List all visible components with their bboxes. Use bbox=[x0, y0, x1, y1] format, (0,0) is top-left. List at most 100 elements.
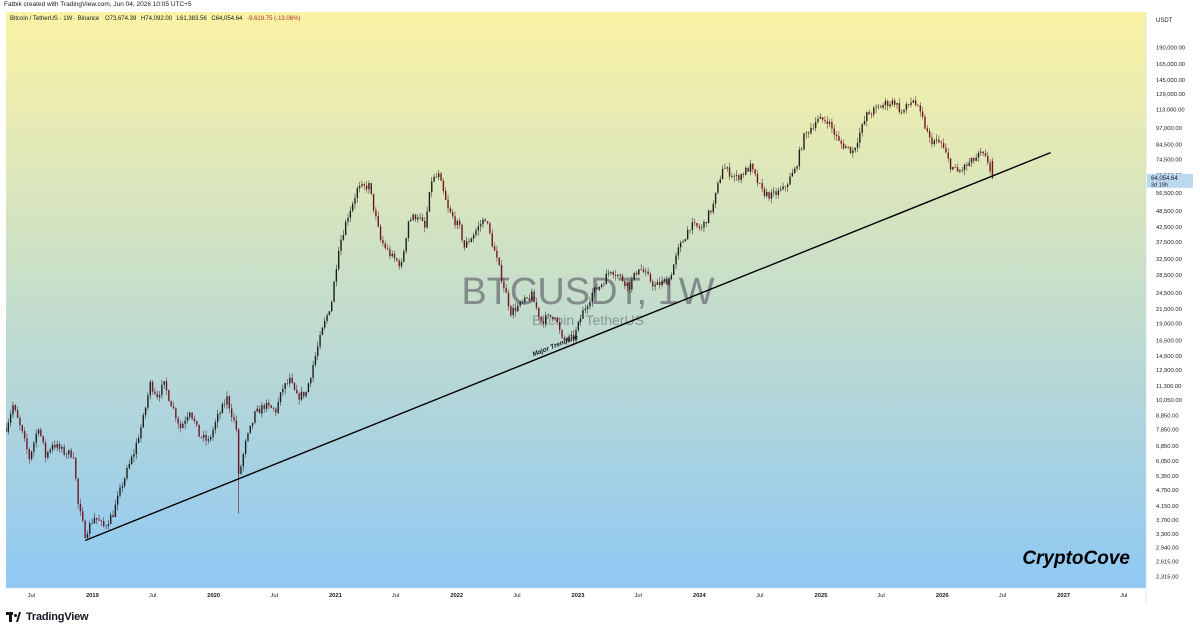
price-tick-label: 28,500.00 bbox=[1156, 273, 1182, 279]
time-tick-label: Jul bbox=[756, 593, 763, 599]
price-tick-label: 4,150.00 bbox=[1156, 504, 1179, 510]
author-signature: CryptoCove bbox=[1022, 548, 1130, 569]
candle[interactable] bbox=[75, 457, 76, 481]
time-tick-label: 2026 bbox=[936, 593, 950, 599]
candle[interactable] bbox=[84, 519, 85, 538]
price-tick-label: 24,500.00 bbox=[1156, 291, 1182, 297]
time-tick-label: Jul bbox=[1120, 593, 1127, 599]
price-tick-label: 6,050.00 bbox=[1156, 459, 1179, 465]
price-tick-label: 48,500.00 bbox=[1156, 209, 1182, 215]
candle[interactable] bbox=[489, 222, 490, 235]
footer-bar: TradingView bbox=[0, 604, 1200, 629]
legend-change: -9,619.75 (-13.06%) bbox=[247, 16, 300, 22]
time-tick-label: 2023 bbox=[572, 593, 586, 599]
price-tick-label: 37,500.00 bbox=[1156, 240, 1182, 246]
legend-close: C64,054.64 bbox=[211, 16, 243, 22]
price-tick-label: 42,500.00 bbox=[1156, 225, 1182, 231]
candle[interactable] bbox=[461, 224, 462, 243]
time-tick-label: 2019 bbox=[86, 593, 100, 599]
time-tick-label: Jul bbox=[634, 593, 641, 599]
candle[interactable] bbox=[254, 410, 255, 423]
tradingview-logo-icon bbox=[6, 611, 22, 623]
price-tick-label: 2,615.00 bbox=[1156, 560, 1179, 566]
price-tick-label: 8,850.00 bbox=[1156, 413, 1179, 419]
watermark-name: Bitcoin / TetherUS bbox=[532, 312, 644, 328]
candle[interactable] bbox=[708, 209, 709, 223]
candle[interactable] bbox=[429, 192, 430, 212]
price-tick-label: 19,000.00 bbox=[1156, 322, 1182, 328]
price-tick-label: 3,700.00 bbox=[1156, 518, 1179, 524]
price-tick-label: 14,500.00 bbox=[1156, 354, 1182, 360]
ohlc-legend: Bitcoin / TetherUS · 1W · Binance O73,67… bbox=[10, 16, 300, 22]
price-tick-label: 84,500.00 bbox=[1156, 143, 1182, 149]
legend-symbol: Bitcoin / TetherUS · 1W · Binance bbox=[10, 16, 100, 22]
price-tick-label: 32,500.00 bbox=[1156, 257, 1182, 263]
currency-unit: USDT bbox=[1156, 18, 1173, 24]
candle[interactable] bbox=[168, 389, 169, 401]
candle[interactable] bbox=[799, 147, 800, 170]
candle[interactable] bbox=[250, 426, 251, 434]
candle[interactable] bbox=[331, 300, 332, 312]
time-tick-label: 2024 bbox=[693, 593, 707, 599]
price-tick-label: 12,900.00 bbox=[1156, 368, 1182, 374]
candle[interactable] bbox=[673, 264, 674, 275]
time-tick-label: 2022 bbox=[450, 593, 463, 599]
tradingview-wordmark: TradingView bbox=[26, 611, 88, 623]
price-tick-label: 145,000.00 bbox=[1156, 78, 1185, 84]
last-price-tag: 64,054.64 3d 19h bbox=[1147, 174, 1193, 189]
candle[interactable] bbox=[803, 133, 804, 151]
candle[interactable] bbox=[198, 425, 199, 437]
time-tick-label: 2025 bbox=[815, 593, 829, 599]
chart-area[interactable]: BTCUSDT, 1W Bitcoin / TetherUS Major Tre… bbox=[6, 12, 1194, 604]
attribution-text: Fatbik created with TradingView.com, Jun… bbox=[4, 1, 192, 8]
last-price-value: 64,054.64 bbox=[1151, 176, 1178, 182]
price-tick-label: 165,000.00 bbox=[1156, 62, 1185, 68]
candle[interactable] bbox=[345, 219, 346, 235]
candle[interactable] bbox=[329, 311, 330, 316]
time-tick-label: Jul bbox=[513, 593, 520, 599]
legend-open: O73,674.39 bbox=[105, 16, 137, 22]
price-tick-label: 7,850.00 bbox=[1156, 428, 1179, 434]
candle[interactable] bbox=[333, 281, 334, 302]
price-tick-label: 10,050.00 bbox=[1156, 398, 1182, 404]
candle[interactable] bbox=[638, 269, 639, 275]
price-tick-label: 11,300.00 bbox=[1156, 384, 1181, 390]
candle[interactable] bbox=[170, 401, 171, 407]
price-tick-label: 16,500.00 bbox=[1156, 339, 1182, 345]
svg-text:Bitcoin / TetherUS · 1W · Bina: Bitcoin / TetherUS · 1W · Binance O73,67… bbox=[10, 16, 300, 22]
price-tick-label: 56,500.00 bbox=[1156, 191, 1182, 197]
time-tick-label: Jul bbox=[149, 593, 156, 599]
candle[interactable] bbox=[308, 382, 309, 392]
legend-high: H74,092.00 bbox=[141, 16, 173, 22]
time-tick-label: Jul bbox=[28, 593, 35, 599]
price-tick-label: 4,750.00 bbox=[1156, 488, 1179, 494]
price-chart[interactable]: BTCUSDT, 1W Bitcoin / TetherUS Major Tre… bbox=[6, 12, 1194, 604]
price-tick-label: 190,000.00 bbox=[1156, 45, 1185, 51]
time-tick-label: 2020 bbox=[207, 593, 220, 599]
price-tick-label: 6,850.00 bbox=[1156, 444, 1179, 450]
candle[interactable] bbox=[322, 327, 323, 336]
price-tick-label: 2,315.00 bbox=[1156, 574, 1179, 580]
price-tick-label: 3,300.00 bbox=[1156, 532, 1179, 538]
price-tick-label: 113,000.00 bbox=[1156, 108, 1185, 114]
price-tick-label: 74,500.00 bbox=[1156, 158, 1182, 164]
time-tick-label: Jul bbox=[270, 593, 277, 599]
price-tick-label: 129,000.00 bbox=[1156, 92, 1185, 98]
legend-low: L61,383.56 bbox=[177, 16, 208, 22]
time-tick-label: Jul bbox=[877, 593, 884, 599]
candle[interactable] bbox=[371, 183, 372, 195]
price-tick-label: 5,350.00 bbox=[1156, 474, 1179, 480]
candle[interactable] bbox=[380, 224, 381, 242]
candle[interactable] bbox=[294, 382, 295, 391]
tradingview-logo[interactable]: TradingView bbox=[6, 610, 88, 624]
attribution-bar: Fatbik created with TradingView.com, Jun… bbox=[0, 0, 1200, 12]
time-tick-label: Jul bbox=[999, 593, 1006, 599]
candle[interactable] bbox=[499, 257, 500, 266]
time-tick-label: 2027 bbox=[1057, 593, 1070, 599]
candle[interactable] bbox=[850, 147, 851, 154]
time-tick-label: 2021 bbox=[329, 593, 343, 599]
time-tick-label: Jul bbox=[392, 593, 399, 599]
price-tick-label: 21,500.00 bbox=[1156, 307, 1182, 313]
price-tick-label: 97,000.00 bbox=[1156, 126, 1182, 132]
last-price-countdown: 3d 19h bbox=[1151, 182, 1168, 188]
